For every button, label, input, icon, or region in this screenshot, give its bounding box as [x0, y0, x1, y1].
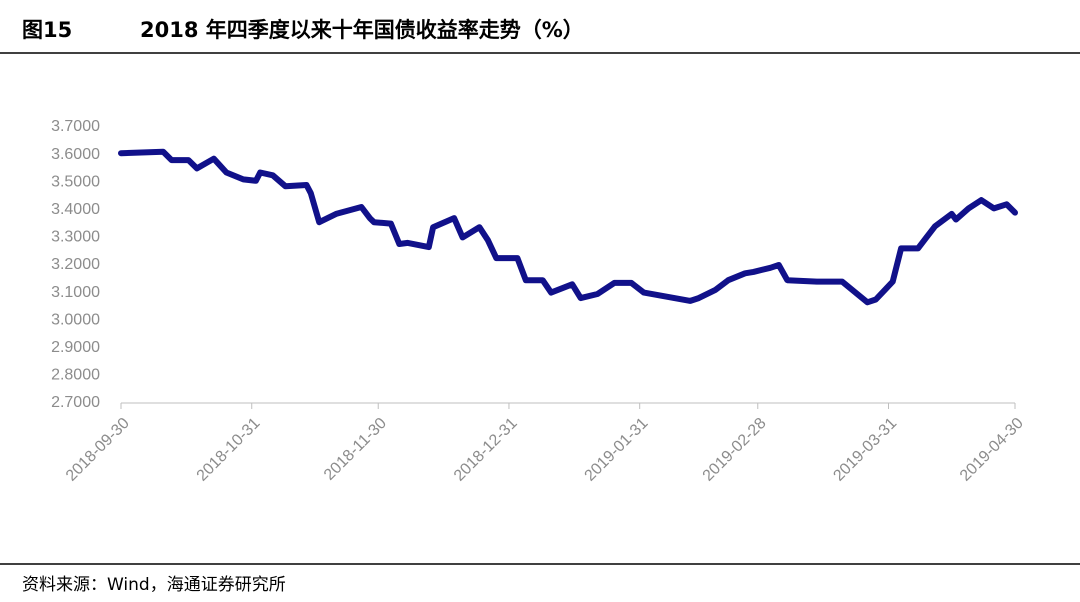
- y-tick-label: 2.7000: [51, 394, 100, 411]
- y-tick-label: 3.7000: [51, 118, 100, 135]
- x-tick-label: 2018-10-31: [194, 415, 264, 485]
- y-tick-label: 2.9000: [51, 339, 100, 356]
- y-tick-label: 3.0000: [51, 311, 100, 328]
- x-tick-label: 2019-04-30: [957, 415, 1027, 485]
- data-line: [118, 148, 1018, 306]
- chart-title: 2018 年四季度以来十年国债收益率走势（%）: [140, 18, 584, 42]
- x-tick-label: 2019-01-31: [582, 415, 652, 485]
- y-tick-label: 3.6000: [51, 146, 100, 163]
- figure-label: 图15: [22, 18, 72, 42]
- x-tick-label: 2018-09-30: [63, 415, 133, 485]
- x-tick-label: 2019-02-28: [700, 415, 770, 485]
- y-tick-label: 3.2000: [51, 256, 100, 273]
- y-tick-label: 3.5000: [51, 173, 100, 190]
- y-tick-label: 3.3000: [51, 229, 100, 246]
- y-tick-label: 3.4000: [51, 201, 100, 218]
- x-tick-label: 2019-03-31: [830, 415, 900, 485]
- y-tick-label: 3.1000: [51, 284, 100, 301]
- source-note: 资料来源：Wind，海通证券研究所: [22, 575, 286, 595]
- x-tick-label: 2018-12-31: [451, 415, 521, 485]
- y-tick-label: 2.8000: [51, 367, 100, 384]
- x-tick-label: 2018-11-30: [321, 415, 390, 484]
